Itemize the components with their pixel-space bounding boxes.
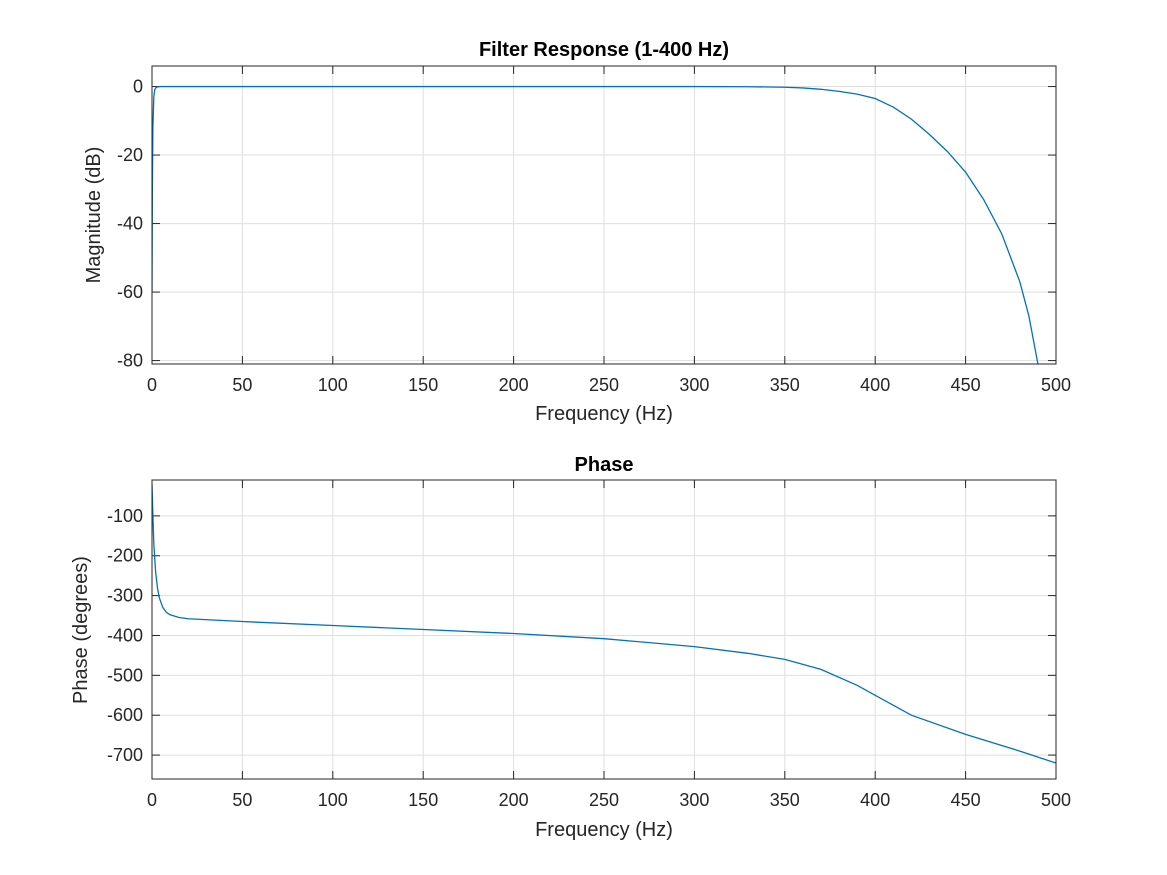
magnitude-ytick-label: -40 (117, 214, 143, 234)
magnitude-xtick-label: 250 (589, 375, 619, 395)
magnitude-ylabel: Magnitude (dB) (83, 147, 105, 284)
phase-xlabel: Frequency (Hz) (535, 819, 673, 841)
phase-xtick-label: 250 (589, 790, 619, 810)
phase-xtick-label: 500 (1041, 790, 1071, 810)
phase-ytick-label: -700 (107, 745, 143, 765)
magnitude-ytick-label: -20 (117, 145, 143, 165)
magnitude-xtick-label: 50 (232, 375, 252, 395)
phase-xtick-label: 150 (408, 790, 438, 810)
magnitude-xtick-label: 300 (679, 375, 709, 395)
phase-axes-frame (151, 479, 1057, 780)
magnitude-xtick-label: 0 (147, 375, 157, 395)
magnitude-xtick-label: 450 (951, 375, 981, 395)
magnitude-xtick-label: 500 (1041, 375, 1071, 395)
magnitude-ytick-label: -60 (117, 282, 143, 302)
phase-xtick-label: 450 (951, 790, 981, 810)
magnitude-xlabel: Frequency (Hz) (535, 403, 673, 425)
phase-xtick-label: 100 (318, 790, 348, 810)
phase-ytick-label: -400 (107, 625, 143, 645)
phase-ytick-label: -500 (107, 665, 143, 685)
magnitude-axes-frame (151, 65, 1057, 365)
phase-series (152, 483, 1056, 764)
magnitude-xtick-label: 200 (499, 375, 529, 395)
magnitude-xtick-label: 350 (770, 375, 800, 395)
magnitude-ytick-label: -80 (117, 351, 143, 371)
magnitude-xtick-label: 400 (860, 375, 890, 395)
phase-ytick-label: -100 (107, 506, 143, 526)
magnitude-ytick-label: 0 (133, 77, 143, 97)
phase-xtick-label: 0 (147, 790, 157, 810)
phase-xtick-label: 350 (770, 790, 800, 810)
phase-ytick-label: -600 (107, 705, 143, 725)
phase-ytick-label: -200 (107, 546, 143, 566)
phase-xtick-label: 200 (499, 790, 529, 810)
magnitude-title: Filter Response (1-400 Hz) (479, 39, 729, 61)
phase-ytick-label: -300 (107, 586, 143, 606)
phase-axes: 0 50 100 150 200 250 300 350 400 450 500 -100 -200 -3… (70, 454, 1071, 841)
phase-xtick-label: 400 (860, 790, 890, 810)
magnitude-xtick-label: 150 (408, 375, 438, 395)
magnitude-ticks: 0 50 100 150 200 250 300 350 400 450 500 0 -20 -40 -60… (117, 66, 1071, 395)
magnitude-xtick-label: 100 (318, 375, 348, 395)
magnitude-series (152, 85, 1039, 364)
phase-series-line (152, 483, 1056, 764)
phase-xtick-label: 50 (232, 790, 252, 810)
phase-ylabel: Phase (degrees) (70, 556, 92, 704)
phase-title: Phase (575, 454, 634, 476)
magnitude-axes: 0 50 100 150 200 250 300 350 400 450 500 0 -20 -40 -60… (83, 39, 1071, 425)
magnitude-series-line (152, 85, 1039, 364)
phase-xtick-label: 300 (679, 790, 709, 810)
